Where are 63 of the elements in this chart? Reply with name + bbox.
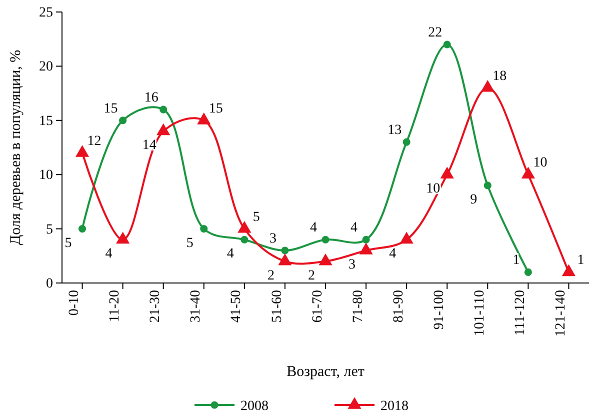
- x-tick-label: 71-80: [350, 290, 366, 323]
- data-label: 2: [267, 268, 274, 284]
- point: [197, 112, 211, 124]
- data-label: 10: [533, 156, 548, 171]
- x-tick-label: 41-50: [229, 290, 244, 323]
- point: [119, 116, 127, 124]
- y-tick-label: 25: [39, 5, 53, 20]
- point: [400, 232, 414, 244]
- point: [156, 123, 170, 136]
- point: [521, 166, 535, 179]
- x-tick-label: 61-70: [310, 290, 326, 323]
- data-label: 12: [87, 134, 102, 149]
- data-label: 5: [186, 236, 194, 251]
- point: [318, 253, 332, 266]
- point: [160, 106, 168, 114]
- legend-label: 2008: [240, 399, 268, 413]
- data-label: 15: [208, 101, 223, 116]
- x-tick-label: 51-60: [270, 290, 285, 323]
- legend-label: 2018: [380, 399, 408, 413]
- data-label: 2: [308, 268, 315, 284]
- data-label: 16: [144, 90, 158, 106]
- y-tick-label: 20: [39, 60, 53, 75]
- point: [562, 264, 576, 276]
- data-label: 1: [577, 253, 584, 268]
- point: [75, 145, 90, 157]
- data-label: 4: [389, 246, 396, 262]
- point: [402, 138, 410, 146]
- y-tick-label: 10: [39, 168, 53, 184]
- data-label: 3: [269, 231, 276, 246]
- x-tick-label: 0-10: [67, 290, 82, 316]
- data-label: 4: [105, 246, 112, 262]
- y-tick-label: 5: [46, 222, 53, 238]
- x-tick-label: 91-100: [432, 290, 447, 330]
- y-tick-label: 15: [39, 114, 53, 129]
- x-tick-label: 101-110: [472, 290, 488, 336]
- point: [278, 253, 292, 266]
- point: [238, 220, 252, 233]
- x-axis-title: Возраст, лет: [286, 364, 365, 380]
- data-label: 22: [428, 26, 442, 41]
- point: [359, 242, 373, 254]
- x-tick-label: 81-90: [391, 290, 406, 323]
- data-label: 18: [492, 68, 507, 84]
- y-tick-label: 0: [46, 276, 53, 292]
- data-label: 4: [350, 220, 358, 236]
- data-label: 4: [310, 220, 317, 236]
- data-label: 13: [388, 123, 402, 138]
- data-label: 5: [252, 210, 260, 225]
- y-axis-title: Доля деревьев в популяции, %: [8, 50, 24, 246]
- point: [116, 232, 130, 244]
- data-label: 9: [470, 192, 478, 208]
- x-tick-label: 31-40: [188, 290, 204, 323]
- x-tick-label: 121-140: [554, 290, 569, 337]
- point: [480, 80, 494, 92]
- x-tick-label: 11-20: [108, 290, 123, 322]
- point: [440, 166, 454, 179]
- data-label: 1: [512, 253, 520, 268]
- x-tick-label: 21-30: [148, 290, 164, 323]
- x-tick-label: 111-120: [512, 290, 528, 336]
- data-label: 15: [104, 101, 118, 116]
- data-label: 4: [226, 246, 234, 262]
- data-label: 3: [348, 257, 356, 272]
- data-label: 5: [64, 236, 72, 251]
- point: [443, 40, 451, 48]
